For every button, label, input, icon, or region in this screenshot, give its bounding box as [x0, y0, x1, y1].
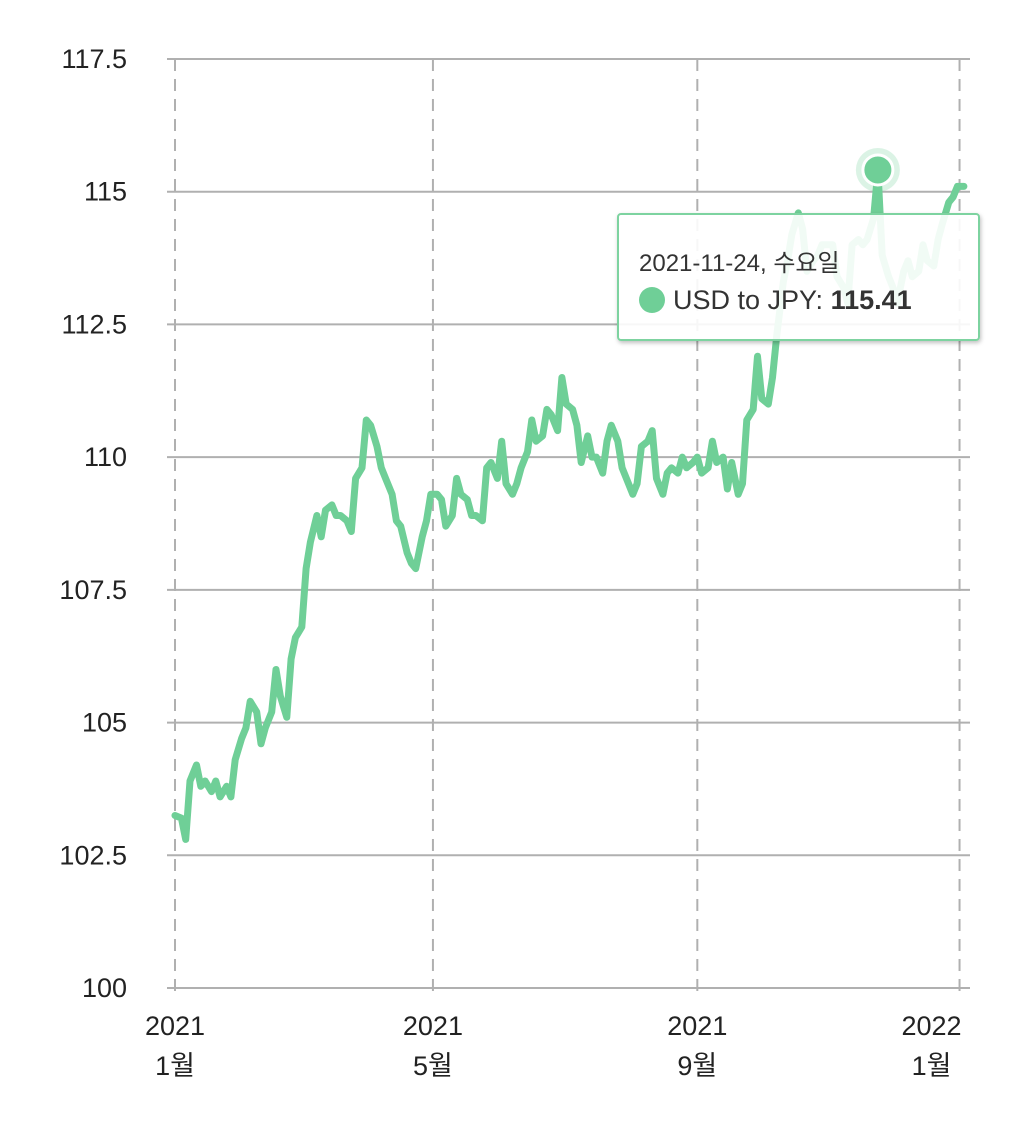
x-tick-year-label: 2021: [403, 1011, 463, 1041]
y-tick-label: 115: [84, 177, 127, 207]
x-tick-month-label: 1월: [912, 1051, 952, 1081]
x-tick-year-label: 2021: [667, 1011, 727, 1041]
horizontal-grid: [167, 58, 970, 989]
tooltip-date: 2021-11-24, 수요일: [639, 250, 840, 277]
y-tick-label: 102.5: [59, 840, 127, 870]
x-axis-labels: 2021 1월 2021 5월 2021 9월 2022 1월: [145, 1011, 962, 1081]
y-tick-label: 105: [82, 708, 127, 738]
highlight-layer: [855, 147, 900, 192]
y-tick-label: 112.5: [61, 309, 127, 339]
x-tick-year-label: 2021: [145, 1011, 205, 1041]
y-tick-label: 117.5: [61, 44, 127, 74]
tooltip-series-label: USD to JPY:: [673, 285, 824, 315]
y-tick-label: 110: [84, 442, 127, 472]
y-tick-label: 100: [82, 973, 127, 1003]
y-tick-label: 107.5: [59, 575, 127, 605]
highlight-point[interactable]: [861, 153, 895, 187]
tooltip-row: USD to JPY: 115.41: [639, 285, 912, 316]
vertical-grid: [174, 59, 961, 998]
x-tick-month-label: 1월: [155, 1051, 195, 1081]
tooltip-series-dot-icon: [639, 287, 665, 313]
tooltip-value: 115.41: [830, 285, 912, 315]
x-tick-month-label: 5월: [413, 1051, 453, 1081]
y-axis-labels: 100 102.5 105 107.5 110 112.5 115 117.5: [59, 44, 127, 1003]
tooltip: 2021-11-24, 수요일 USD to JPY: 115.41: [617, 213, 980, 341]
x-tick-year-label: 2022: [902, 1011, 962, 1041]
x-tick-month-label: 9월: [677, 1051, 717, 1081]
